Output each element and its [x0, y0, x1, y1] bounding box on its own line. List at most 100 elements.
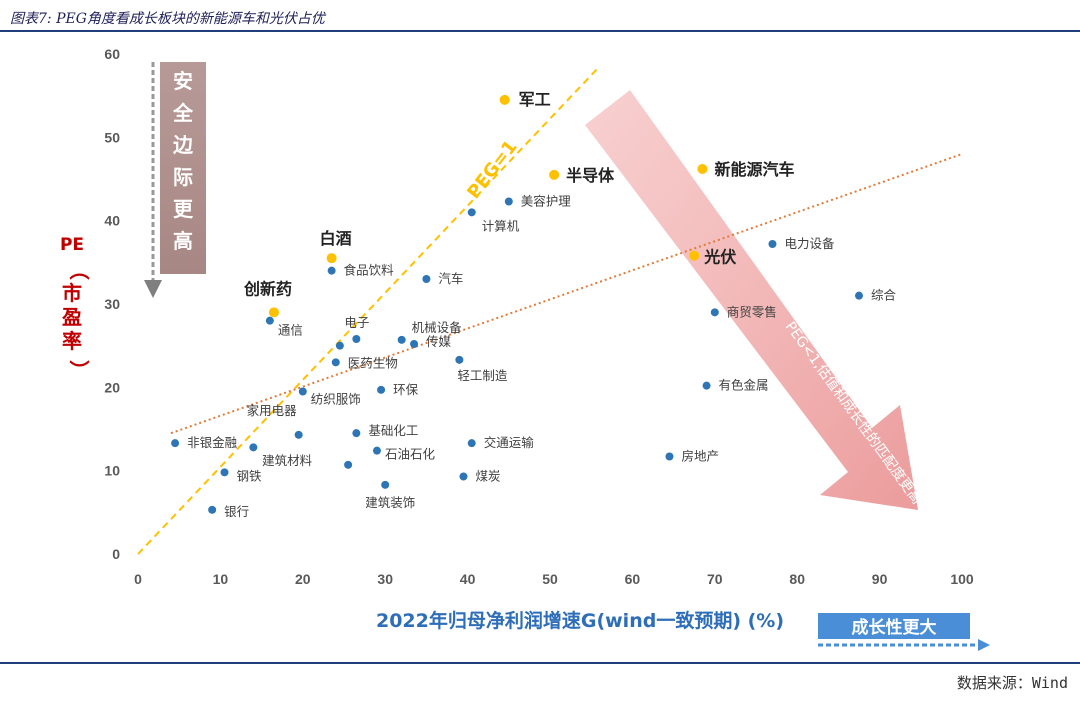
y-axis-label-char: 率 [62, 329, 82, 353]
scatter-point [467, 439, 476, 448]
scatter-point [327, 266, 336, 275]
scatter-point [377, 385, 386, 394]
scatter-point [265, 316, 274, 325]
point-label: 半导体 [566, 166, 615, 185]
peg-equals-one-line [137, 65, 601, 555]
safety-box-char: 边 [172, 133, 194, 157]
y-axis-ticks: 0 10 20 30 40 50 60 [104, 46, 120, 562]
scatter-point [268, 307, 279, 318]
scatter-point [710, 308, 719, 317]
scatter-point [467, 208, 476, 217]
scatter-point [689, 250, 700, 261]
scatter-point [352, 429, 361, 438]
safety-box-char: 际 [173, 165, 193, 189]
y-axis-label-char: 盈 [61, 305, 82, 329]
scatter-point [335, 341, 344, 350]
point-label: 光伏 [703, 248, 736, 267]
x-tick-label: 20 [295, 571, 311, 587]
y-tick-label: 40 [104, 213, 120, 229]
scatter-point [326, 253, 337, 264]
point-label: 轻工制造 [457, 368, 508, 383]
scatter-point [208, 505, 217, 514]
point-label: 汽车 [438, 271, 463, 286]
scatter-point [422, 275, 431, 283]
point-label: 银行 [224, 504, 249, 519]
growth-box-label: 成长性更大 [852, 617, 937, 638]
scatter-point [294, 430, 303, 439]
point-label: 医药生物 [348, 355, 398, 370]
point-label: 新能源汽车 [714, 160, 794, 179]
scatter-point [549, 169, 560, 180]
x-tick-label: 50 [542, 571, 558, 587]
safety-box-char: 安 [173, 69, 193, 93]
point-label: 家用电器 [247, 403, 298, 418]
point-label: 交通运输 [484, 435, 535, 450]
scatter-point [855, 291, 863, 300]
x-tick-label: 60 [625, 571, 641, 587]
y-axis-label-pe: PE [60, 235, 84, 255]
point-label: 房地产 [681, 449, 719, 464]
scatter-point [298, 387, 307, 396]
point-label: 食品饮料 [344, 263, 395, 278]
x-axis-label: 2022年归母净利润增速G(wind一致预期) (%) [376, 609, 784, 632]
growth-annotation: 成长性更大 [818, 613, 990, 651]
y-tick-label: 10 [104, 463, 120, 479]
point-label: 有色金属 [719, 378, 769, 393]
scatter-point [352, 335, 361, 343]
scatter-point [171, 439, 180, 448]
scatter-point [504, 197, 513, 206]
point-label: 创新药 [243, 279, 292, 298]
safety-box-char: 全 [172, 101, 194, 125]
point-label: 煤炭 [475, 469, 500, 484]
point-label: 军工 [519, 90, 551, 109]
scatter-point [249, 443, 258, 452]
peg-line-label: PEG=1 [463, 136, 521, 202]
x-tick-label: 40 [460, 571, 476, 587]
footer-rule [0, 662, 1080, 664]
x-tick-label: 90 [872, 571, 888, 587]
figure-title: 图表7: PEG角度看成长板块的新能源车和光伏占优 [10, 11, 325, 27]
scatter-point [455, 355, 464, 364]
point-label: 建筑装饰 [365, 495, 415, 510]
point-label: 综合 [871, 288, 897, 303]
y-axis-label-paren-close: ） [67, 360, 91, 380]
x-axis-ticks: 0 10 20 30 40 50 60 70 80 90 100 [134, 571, 974, 587]
y-tick-label: 50 [104, 129, 120, 145]
point-label: 白酒 [320, 229, 352, 248]
y-axis-label-char: 市 [62, 281, 82, 305]
scatter-point [344, 460, 353, 469]
point-label: 通信 [278, 323, 303, 338]
point-label: 电子 [344, 315, 369, 330]
x-tick-label: 30 [377, 571, 393, 587]
y-tick-label: 60 [104, 46, 120, 62]
point-label: 建筑材料 [262, 453, 313, 468]
safety-box-char: 高 [173, 229, 193, 253]
y-axis-label: PE （ 市盈率 ） [60, 235, 91, 380]
point-label: 环保 [393, 382, 419, 397]
y-tick-label: 20 [104, 379, 120, 395]
scatter-point [381, 480, 390, 489]
point-label: 传媒 [426, 334, 452, 349]
point-label: 石油石化 [385, 447, 436, 462]
scatter-point [459, 472, 468, 481]
x-tick-label: 80 [789, 571, 805, 587]
x-tick-label: 10 [213, 571, 229, 587]
y-tick-label: 30 [104, 296, 120, 312]
scatter-point [665, 452, 674, 461]
point-label: 钢铁 [237, 468, 263, 483]
scatter-point [697, 164, 708, 174]
scatter-point [372, 446, 381, 455]
x-tick-label: 100 [950, 571, 974, 587]
point-label: 美容护理 [521, 194, 572, 209]
point-label: 计算机 [482, 218, 520, 233]
y-tick-label: 0 [112, 546, 120, 562]
scatter-point [702, 381, 711, 390]
scatter-point [768, 240, 777, 248]
scatter-point [331, 358, 340, 367]
point-label: 基础化工 [368, 423, 418, 438]
scatter-point [397, 335, 406, 344]
safety-box-char: 更 [173, 197, 194, 221]
point-label: 纺织服饰 [311, 392, 361, 407]
scatter-point [410, 340, 419, 348]
